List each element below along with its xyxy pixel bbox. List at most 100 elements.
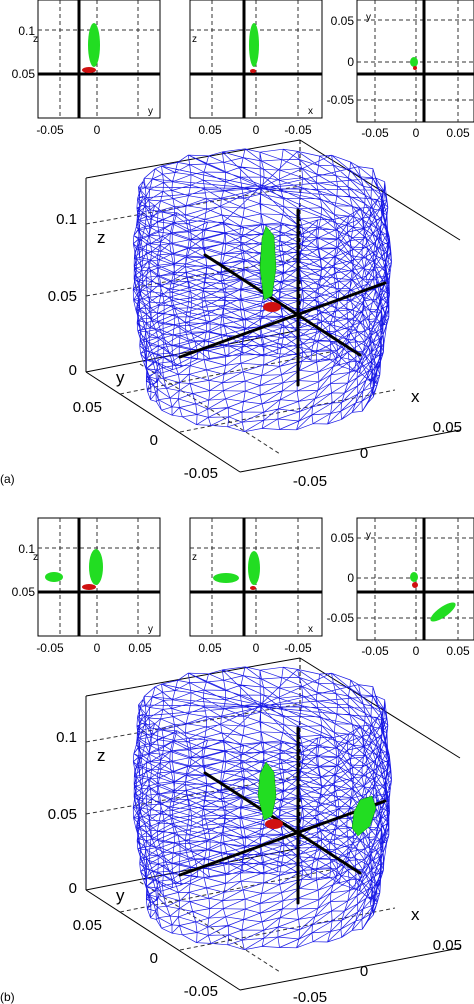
tick-label: -0.05 [36,641,64,655]
cylinder-mesh [132,148,392,433]
axis-label: z [97,228,106,247]
panel-b-view-xy: 0.05 0 -0.05 -0.05 0 0.05 y [327,517,474,658]
panel-label: (a) [0,472,15,486]
tick-label: 0.05 [198,641,222,655]
tick-label: 0 [69,880,77,897]
red-blob [265,819,283,829]
mesh-lines [132,148,392,433]
red-blob [413,66,417,70]
axis-label: z [192,552,197,563]
tick-label: -0.05 [293,989,327,1004]
mesh-lines [132,666,392,951]
tick-label: -0.05 [293,473,327,490]
green-blob [89,549,103,585]
tick-label: -0.05 [284,641,312,655]
panel-b: 0.1 0.05 -0.05 0 0.05 z y 0.05 0 -0.05 z… [0,517,474,1004]
tick-label: 0.05 [331,14,355,28]
tick-label: 0 [360,963,368,980]
tick-label: -0.05 [361,644,389,658]
tick-label: -0.05 [184,983,218,1000]
axis-label: y [366,530,371,541]
tick-label: 0.05 [446,126,470,140]
panel-label: (b) [0,990,15,1004]
tick-label: -0.05 [36,123,64,137]
red-blob [82,584,96,590]
tick-label: 0.1 [18,542,35,556]
green-blob [248,551,260,585]
green-blob [351,795,377,837]
green-blob [45,572,63,582]
panel-a: 0.1 0.05 -0.05 0 z y 0.05 0 -0.05 z x [0,0,474,490]
panel-b-view-yz: 0.1 0.05 -0.05 0 0.05 z y [12,517,161,655]
tick-label: 0.1 [56,729,77,746]
tick-label: 0 [69,362,77,379]
plot-frame [37,0,161,119]
green-blob [249,23,259,67]
panel-a-view-yz: 0.1 0.05 -0.05 0 z y [12,0,161,137]
axis-label: x [308,624,313,635]
axis-label: x [411,387,420,406]
red-blob [250,69,256,73]
tick-label: 0.05 [446,644,470,658]
tick-label: 0.05 [73,917,102,934]
tick-label: -0.05 [284,123,312,137]
tick-label: -0.05 [327,611,355,625]
tick-label: 0.05 [12,67,36,81]
tick-label: 0.05 [48,806,77,823]
panel-a-view-xz: 0.05 0 -0.05 z x [189,0,323,137]
axis-label: x [308,106,313,117]
axis-label: y [148,106,153,117]
green-blob [259,225,277,301]
tick-label: 0 [360,445,368,462]
tick-label: 0.05 [198,123,222,137]
green-blob [430,602,456,622]
tick-label: 0.05 [331,531,355,545]
axis-label: z [192,34,197,45]
panel-a-view-3d: 0.1 0.05 0 0.05 0 -0.05 0.05 0 -0.05 z y… [48,139,462,490]
tick-label: 0.05 [128,641,152,655]
tick-label: 0.05 [12,585,36,599]
tick-label: 0 [347,571,354,585]
axis-label: y [366,12,371,23]
panel-b-view-3d: 0.1 0.05 0 0.05 0 -0.05 0.05 0 -0.05 z y… [48,657,462,1004]
plot-frame [37,517,161,637]
tick-label: 0.1 [18,24,35,38]
red-blob [412,582,418,588]
axis-label: y [148,624,153,635]
tick-label: 0.05 [48,288,77,305]
tick-label: 0.05 [73,399,102,416]
axis-label: y [116,886,125,905]
tick-label: -0.05 [327,93,355,107]
axis-cross [178,208,387,387]
axis-label: z [33,552,38,563]
green-blob [410,572,418,582]
axis-label: x [411,905,420,924]
green-blob [410,57,418,67]
tick-label: 0.05 [433,419,462,436]
green-blob [257,761,277,821]
panel-a-view-xy: 0.05 0 -0.05 -0.05 0 0.05 y [327,0,474,140]
panel-b-view-xz: 0.05 0 -0.05 z x [189,517,323,655]
tick-label: -0.05 [184,465,218,482]
tick-label: 0 [94,123,101,137]
plot-frame [356,0,474,123]
red-blob [250,586,256,590]
tick-label: 0 [150,950,158,967]
red-blob [82,67,96,73]
tick-label: 0 [253,641,260,655]
tick-label: -0.05 [361,126,389,140]
green-blob [213,573,239,583]
axis-label: z [97,746,106,765]
tick-label: 0 [150,432,158,449]
tick-label: 0 [94,641,101,655]
tick-label: 0.05 [433,937,462,954]
tick-label: 0 [253,123,260,137]
cylinder-mesh [132,666,392,951]
plot-frame [189,0,323,119]
green-blob [88,23,100,67]
red-blob [263,302,281,312]
axis-label: z [33,34,38,45]
tick-label: 0 [347,55,354,69]
axis-label: y [116,368,125,387]
